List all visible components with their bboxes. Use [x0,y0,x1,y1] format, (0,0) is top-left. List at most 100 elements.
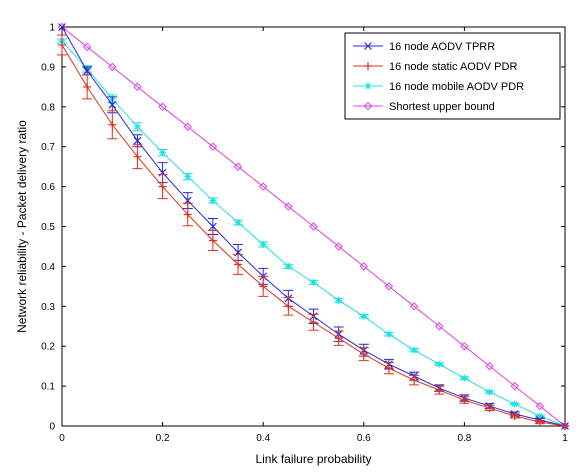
data-point-marker [284,202,293,211]
data-point-marker [385,330,393,338]
data-point-marker [208,142,218,151]
data-point-marker [234,260,243,269]
y-tick-label: 0.2 [41,342,55,353]
series-line [61,26,566,427]
data-point-marker [435,386,444,395]
data-point-marker [410,376,419,385]
data-point-marker [360,312,368,320]
data-point-marker [82,42,92,52]
legend-item: 16 node mobile AODV PDR [353,81,524,93]
data-point-marker [183,122,192,131]
data-point-marker [133,152,142,161]
data-point-marker [364,82,372,90]
y-tick-label: 0.3 [41,302,55,313]
data-point-marker [233,162,243,171]
legend: 16 node AODV TPRR 16 node static AODV PDR… [344,32,561,120]
data-point-marker [259,240,267,248]
y-axis-label: Network reliability - Packet delivery ra… [15,120,29,333]
data-point-marker [363,101,373,111]
y-tick-label: 1 [49,23,55,34]
data-point-marker [359,262,369,271]
legend-box [344,32,561,120]
data-point-marker [335,296,343,304]
y-tick-label: 0.1 [41,382,55,393]
data-point-marker [209,197,217,205]
y-tick-label: 0.6 [41,182,55,193]
data-point-marker [510,412,519,421]
legend-label: 16 node static AODV PDR [389,61,517,73]
data-point-marker [234,219,242,227]
data-point-marker [183,210,192,219]
x-tick-label: 0.8 [457,433,471,444]
data-point-marker [334,242,343,251]
y-tick-label: 0.4 [41,262,55,273]
data-point-marker [258,182,268,191]
data-point-marker [158,182,167,191]
series-16-node-static-aodv-pdr [57,34,569,430]
data-point-marker [384,282,394,291]
data-point-marker [359,350,368,359]
data-point-marker [561,422,569,430]
data-point-marker [108,100,117,109]
data-point-marker [435,360,443,368]
data-point-marker [259,282,268,291]
legend-item: 16 node AODV TPRR [353,41,495,53]
data-point-marker [435,322,444,331]
data-point-marker [364,42,372,50]
data-point-marker [334,334,343,343]
data-point-marker [535,401,545,411]
legend-item: Shortest upper bound [353,101,495,113]
data-point-marker [384,364,393,373]
data-point-marker [460,396,469,405]
data-point-marker [410,346,418,354]
data-point-marker [83,82,92,91]
data-point-marker [364,62,372,70]
legend-label: 16 node AODV TPRR [389,41,495,53]
y-tick-label: 0.7 [41,142,55,153]
data-point-marker [108,62,117,72]
x-tick-label: 0.6 [357,433,371,444]
data-point-marker [486,388,494,396]
data-point-marker [284,262,292,270]
data-point-marker [83,66,92,75]
y-tick-label: 0.5 [41,222,55,233]
data-point-marker [184,173,192,181]
data-point-marker [310,278,317,286]
series-16-node-mobile-aodv-pdr [57,37,569,430]
data-point-marker [133,123,141,131]
data-point-marker [208,222,217,231]
data-point-marker [284,302,293,311]
series-layer [57,22,570,431]
data-point-marker [510,381,519,391]
data-point-marker [58,40,66,49]
data-point-marker [158,102,167,112]
x-tick-label: 0 [59,433,65,444]
data-point-marker [485,404,494,413]
legend-label: Shortest upper bound [389,101,495,113]
data-point-marker [309,222,318,231]
data-point-marker [409,302,419,311]
data-point-marker [133,82,142,92]
data-point-marker [535,418,544,427]
x-tick-label: 1 [562,433,568,444]
data-point-marker [133,136,142,145]
x-axis-label: Link failure probability [255,452,371,466]
series-shortest-upper-bound [57,22,570,431]
data-point-marker [108,120,117,129]
data-point-marker [57,22,67,32]
data-point-marker [159,149,167,157]
y-tick-label: 0 [49,422,55,433]
x-tick-label: 0.2 [156,433,170,444]
x-tick-label: 0.4 [256,433,270,444]
y-tick-label: 0.9 [41,62,55,73]
data-point-marker [208,236,217,245]
data-point-marker [485,361,494,371]
data-point-marker [511,400,519,408]
legend-item: 16 node static AODV PDR [353,61,517,73]
data-point-marker [58,23,66,31]
y-tick-label: 0.8 [41,102,55,113]
data-point-marker [536,412,544,420]
data-point-marker [460,374,468,382]
